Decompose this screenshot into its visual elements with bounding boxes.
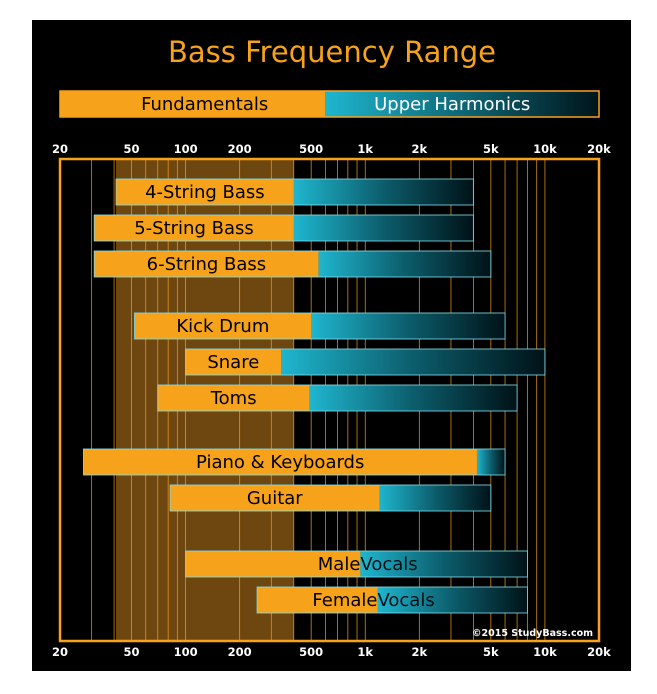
bar-outline xyxy=(185,348,546,376)
plot-frame xyxy=(58,157,601,643)
legend-fundamentals-label: Fundamentals xyxy=(141,94,268,115)
bottom-tick-label: 20 xyxy=(52,645,68,659)
top-tick-label: 200 xyxy=(228,142,252,156)
top-tick-label: 100 xyxy=(174,142,198,156)
top-tick-label: 20k xyxy=(587,142,611,156)
top-tick-label: 2k xyxy=(412,142,428,156)
bar-harmonics xyxy=(311,313,506,339)
bar-outline xyxy=(256,586,528,614)
bar-outline xyxy=(134,312,506,340)
bar-fundamentals xyxy=(257,587,378,613)
bottom-tick-label: 2k xyxy=(412,645,428,659)
bar-outline xyxy=(169,484,492,512)
bar-label: Guitar xyxy=(247,488,303,509)
bar-fundamentals xyxy=(185,551,361,577)
bar-fundamentals xyxy=(116,179,294,205)
bar-fundamentals xyxy=(185,349,282,375)
bottom-tick-labels: 20 50 100 200 500 1k 2k 5k 10k 20k xyxy=(52,645,611,659)
bar-label-harmonics: Vocals xyxy=(377,590,434,611)
plot-area: 4-String Bass 5-String Bass 6-String Bass K… xyxy=(58,157,601,643)
bar-harmonics xyxy=(318,251,491,277)
chart-title: Bass Frequency Range xyxy=(168,35,496,69)
bar-label: Piano & Keyboards xyxy=(196,452,364,473)
bar-label-fundamentals: Female xyxy=(312,590,377,611)
bar-harmonics xyxy=(293,215,474,241)
bar-fundamentals xyxy=(83,449,477,475)
bar-fundamentals xyxy=(170,485,380,511)
bar-label: 6-String Bass xyxy=(147,254,267,275)
bar-label-harmonics: Vocals xyxy=(360,554,417,575)
bar-label-fundamentals: Male xyxy=(318,554,361,575)
bar-harmonics xyxy=(360,551,528,577)
top-tick-label: 1k xyxy=(357,142,373,156)
bottom-tick-label: 200 xyxy=(228,645,252,659)
top-tick-label: 20 xyxy=(52,142,68,156)
bar-outline xyxy=(82,448,506,476)
bar-outline xyxy=(157,384,518,412)
bottom-tick-label: 500 xyxy=(299,645,323,659)
bar-label: 5-String Bass xyxy=(134,218,254,239)
bottom-tick-label: 10k xyxy=(533,645,557,659)
bar-fundamentals xyxy=(157,385,310,411)
bar-label: Kick Drum xyxy=(176,316,269,337)
bottom-tick-label: 50 xyxy=(123,645,139,659)
legend-fundamentals-swatch xyxy=(60,91,326,117)
bar-outline xyxy=(185,550,528,578)
legend: Fundamentals Upper Harmonics xyxy=(59,90,600,118)
bar-outline xyxy=(93,250,492,278)
bar-outline xyxy=(93,214,474,242)
bar-label: 4-String Bass xyxy=(145,182,265,203)
bar-harmonics xyxy=(293,179,474,205)
bar-harmonics xyxy=(281,349,545,375)
bar-harmonics xyxy=(379,485,491,511)
bar-harmonics xyxy=(476,449,506,475)
legend-harmonics-swatch xyxy=(325,91,599,117)
top-tick-labels: 20 50 100 200 500 1k 2k 5k 10k 20k xyxy=(52,142,611,156)
bar-harmonics xyxy=(309,385,518,411)
legend-border xyxy=(59,90,600,118)
chart-frame: Bass Frequency Range Fundamentals Upper H… xyxy=(32,20,631,671)
top-tick-label: 50 xyxy=(123,142,139,156)
legend-harmonics-label: Upper Harmonics xyxy=(374,94,530,115)
copyright-text: ©2015 StudyBass.com xyxy=(472,628,593,639)
bar-fundamentals xyxy=(94,251,319,277)
bottom-tick-label: 100 xyxy=(174,645,198,659)
top-tick-label: 5k xyxy=(483,142,499,156)
bar-label: Toms xyxy=(210,388,257,409)
top-tick-label: 500 xyxy=(299,142,323,156)
bar-fundamentals xyxy=(94,215,294,241)
bar-outline xyxy=(115,178,474,206)
bottom-tick-label: 5k xyxy=(483,645,499,659)
bar-harmonics xyxy=(377,587,528,613)
bar-fundamentals xyxy=(134,313,312,339)
bottom-tick-label: 20k xyxy=(587,645,611,659)
top-tick-label: 10k xyxy=(533,142,557,156)
bottom-tick-label: 1k xyxy=(357,645,373,659)
bar-label: Snare xyxy=(207,352,259,373)
bars: 4-String Bass 5-String Bass 6-String Bass K… xyxy=(82,178,546,614)
frequency-range-chart: Bass Frequency Range Fundamentals Upper H… xyxy=(52,35,611,659)
